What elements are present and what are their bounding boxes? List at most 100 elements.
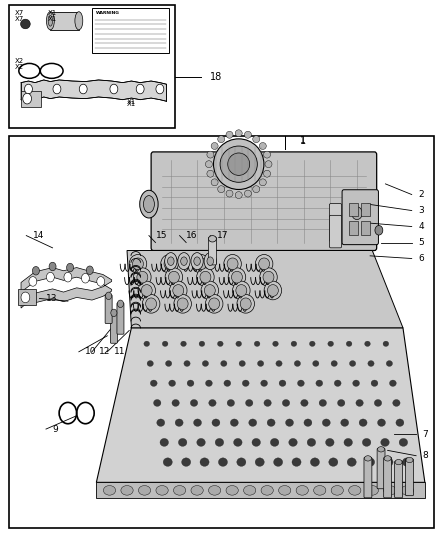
- Ellipse shape: [366, 486, 378, 495]
- Ellipse shape: [217, 341, 223, 346]
- Ellipse shape: [244, 190, 251, 197]
- Ellipse shape: [195, 258, 206, 270]
- Ellipse shape: [325, 438, 334, 447]
- Circle shape: [156, 84, 164, 94]
- FancyBboxPatch shape: [208, 237, 216, 265]
- Ellipse shape: [279, 486, 291, 495]
- Ellipse shape: [165, 268, 183, 287]
- Ellipse shape: [334, 380, 341, 386]
- Ellipse shape: [239, 360, 245, 367]
- Ellipse shape: [226, 131, 233, 138]
- Ellipse shape: [253, 185, 260, 192]
- Ellipse shape: [255, 255, 273, 273]
- Ellipse shape: [140, 190, 158, 218]
- Text: X2: X2: [14, 58, 24, 64]
- Ellipse shape: [265, 161, 272, 168]
- Ellipse shape: [200, 458, 209, 466]
- Ellipse shape: [192, 255, 210, 273]
- Ellipse shape: [403, 458, 411, 466]
- Text: 17: 17: [217, 231, 228, 240]
- Ellipse shape: [215, 438, 224, 447]
- Ellipse shape: [252, 438, 261, 447]
- Polygon shape: [96, 482, 425, 498]
- FancyBboxPatch shape: [105, 295, 112, 324]
- Ellipse shape: [258, 360, 264, 367]
- Bar: [361, 221, 370, 235]
- Ellipse shape: [289, 438, 297, 447]
- Ellipse shape: [279, 380, 286, 386]
- Ellipse shape: [311, 458, 319, 466]
- Circle shape: [79, 84, 87, 94]
- Ellipse shape: [145, 298, 156, 310]
- Ellipse shape: [214, 139, 264, 190]
- Ellipse shape: [132, 258, 143, 270]
- Ellipse shape: [224, 255, 241, 273]
- Ellipse shape: [166, 360, 172, 367]
- Ellipse shape: [319, 400, 326, 406]
- Ellipse shape: [396, 419, 404, 426]
- Ellipse shape: [208, 298, 219, 310]
- Ellipse shape: [173, 285, 184, 296]
- Ellipse shape: [200, 271, 211, 283]
- Ellipse shape: [168, 271, 180, 283]
- Ellipse shape: [236, 341, 242, 346]
- Ellipse shape: [386, 360, 392, 367]
- Text: X2: X2: [14, 63, 24, 70]
- Ellipse shape: [233, 281, 250, 300]
- Text: 5: 5: [418, 238, 424, 247]
- Ellipse shape: [233, 438, 242, 447]
- Ellipse shape: [199, 341, 205, 346]
- Circle shape: [86, 266, 93, 274]
- Ellipse shape: [244, 486, 256, 495]
- Ellipse shape: [194, 257, 200, 265]
- Ellipse shape: [144, 341, 150, 346]
- Bar: [349, 221, 358, 235]
- Ellipse shape: [164, 258, 175, 270]
- Ellipse shape: [384, 486, 396, 495]
- Text: X1: X1: [47, 10, 57, 16]
- Text: 12: 12: [99, 348, 110, 356]
- Ellipse shape: [244, 131, 251, 138]
- Ellipse shape: [254, 341, 260, 346]
- Circle shape: [67, 263, 74, 272]
- Bar: [9, 136, 434, 528]
- Ellipse shape: [329, 458, 338, 466]
- Ellipse shape: [270, 438, 279, 447]
- Ellipse shape: [46, 12, 54, 30]
- Circle shape: [117, 300, 124, 308]
- Ellipse shape: [406, 457, 413, 463]
- FancyBboxPatch shape: [329, 215, 342, 248]
- Circle shape: [136, 84, 144, 94]
- FancyBboxPatch shape: [342, 190, 378, 245]
- Ellipse shape: [228, 268, 246, 287]
- Ellipse shape: [143, 196, 154, 213]
- Ellipse shape: [191, 400, 198, 406]
- Circle shape: [110, 84, 118, 94]
- Ellipse shape: [301, 400, 308, 406]
- Text: 9: 9: [53, 425, 58, 433]
- Ellipse shape: [331, 486, 343, 495]
- Ellipse shape: [178, 438, 187, 447]
- Bar: [9, 5, 175, 128]
- Polygon shape: [21, 268, 112, 308]
- Ellipse shape: [292, 458, 301, 466]
- Circle shape: [29, 277, 37, 286]
- Circle shape: [21, 292, 30, 303]
- Ellipse shape: [219, 458, 227, 466]
- Ellipse shape: [48, 15, 53, 26]
- Ellipse shape: [322, 419, 330, 426]
- Ellipse shape: [297, 380, 304, 386]
- Ellipse shape: [197, 438, 205, 447]
- Ellipse shape: [237, 294, 254, 313]
- Ellipse shape: [267, 285, 279, 296]
- Ellipse shape: [103, 486, 116, 495]
- Ellipse shape: [178, 253, 190, 270]
- Ellipse shape: [205, 380, 212, 386]
- Text: X1: X1: [127, 101, 136, 107]
- Ellipse shape: [261, 486, 273, 495]
- Bar: [92, 8, 169, 53]
- Ellipse shape: [221, 360, 227, 367]
- Ellipse shape: [21, 19, 30, 29]
- Ellipse shape: [349, 486, 361, 495]
- Text: 1: 1: [300, 136, 306, 145]
